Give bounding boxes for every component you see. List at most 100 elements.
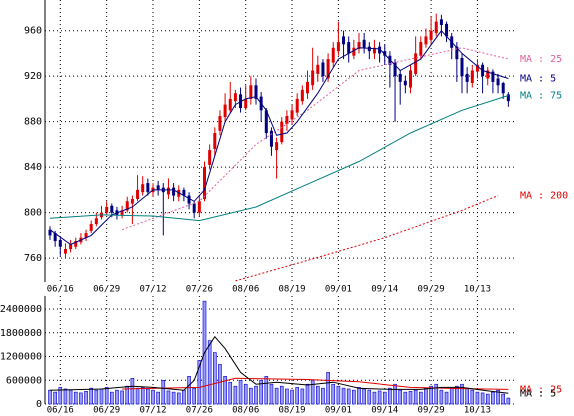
candle-body [120, 210, 124, 215]
volume-bar [455, 385, 459, 405]
volume-bar [73, 391, 78, 405]
volume-bar [444, 391, 449, 405]
candle-body [336, 42, 340, 52]
candle-body [94, 218, 98, 225]
candle-body [110, 205, 114, 213]
volume-bar [249, 387, 253, 405]
x-tick-label: 10/13 [464, 285, 491, 295]
candle-body [192, 203, 196, 213]
volume-bar [254, 385, 258, 405]
volume-bar [166, 390, 171, 405]
volume-bar [491, 391, 495, 405]
candle-body [496, 78, 500, 86]
volume-bar [135, 387, 140, 405]
volume-bar [326, 372, 330, 405]
volume-bar [285, 388, 289, 405]
volume-bar [233, 385, 238, 405]
x-tick-label: 07/12 [139, 406, 166, 416]
candle-body [141, 184, 145, 193]
x-tick-label: 09/14 [371, 285, 398, 295]
volume-bar [110, 391, 114, 405]
candle-body [393, 62, 397, 77]
volume-bar [382, 391, 387, 405]
volume-bar [151, 389, 155, 405]
candle-body [69, 244, 73, 250]
x-tick-label: 06/16 [47, 406, 74, 416]
legend-entry: MA : 200 [520, 191, 568, 202]
volume-bar [104, 387, 109, 405]
volume-bar [336, 385, 341, 405]
candle-body [352, 47, 356, 56]
volume-bar [367, 389, 372, 405]
x-tick-label: 06/29 [93, 406, 120, 416]
candle-body [280, 121, 284, 143]
candle-body [470, 70, 474, 84]
volume-bar [449, 387, 454, 405]
legend-entry: MA : 75 [520, 91, 562, 102]
volume-bar [357, 387, 361, 405]
candle-body [460, 57, 464, 77]
volume-bar [89, 387, 93, 405]
x-tick-label: 09/01 [325, 406, 352, 416]
candle-body [53, 233, 57, 242]
candle-body [429, 30, 433, 40]
ma-line [122, 377, 509, 390]
x-tick-label: 08/06 [232, 406, 259, 416]
volume-bar [475, 391, 480, 405]
candle-body [264, 110, 268, 134]
volume-bar [63, 388, 68, 405]
candle-body [326, 59, 330, 79]
y-tick-label: 960 [24, 26, 42, 37]
candle-body [48, 229, 52, 236]
volume-bar [238, 379, 243, 405]
candle-body [187, 195, 191, 204]
candle-body [419, 42, 423, 56]
candle-body [218, 115, 222, 131]
candle-body [445, 23, 449, 37]
x-tick-label: 06/29 [93, 285, 120, 295]
volume-bar [501, 393, 506, 405]
candle-body [290, 110, 294, 120]
candle-body [486, 70, 490, 79]
candle-body [213, 133, 217, 149]
candle-body [475, 64, 479, 72]
volume-bar [398, 389, 403, 405]
candle-body [275, 142, 279, 151]
candle-body [84, 233, 88, 238]
volume-bar [264, 376, 269, 405]
candle-body [311, 70, 315, 86]
volume-bar [418, 391, 423, 405]
volume-bar [218, 364, 222, 405]
volume-bar [228, 381, 233, 405]
volume-bar [58, 387, 63, 405]
volume-bar [259, 379, 263, 405]
x-tick-label: 10/13 [464, 406, 491, 416]
y-tick-label: 2400000 [0, 304, 42, 315]
volume-bar [393, 383, 397, 405]
candle-body [403, 80, 407, 86]
candle-body [295, 98, 299, 113]
candle-body [300, 89, 304, 102]
volume-bar [424, 387, 428, 405]
y-tick-label: 800 [24, 208, 42, 219]
candle-body [372, 47, 376, 54]
candle-body [58, 239, 62, 247]
candle-body [491, 71, 495, 82]
x-tick-label: 08/19 [279, 406, 306, 416]
volume-bar [213, 352, 217, 405]
volume-bar [53, 391, 57, 405]
ma-line [49, 29, 509, 246]
volume-bar [496, 389, 500, 405]
volume-bar [295, 387, 300, 405]
volume-bar [48, 389, 52, 405]
y-tick-label: 600000 [6, 375, 42, 386]
volume-bar [290, 389, 294, 405]
candle-body [244, 98, 248, 109]
volume-bar [346, 388, 351, 405]
candle-body [182, 189, 186, 196]
candle-body [316, 64, 320, 74]
volume-bar [176, 392, 181, 405]
volume-bar [207, 340, 212, 405]
